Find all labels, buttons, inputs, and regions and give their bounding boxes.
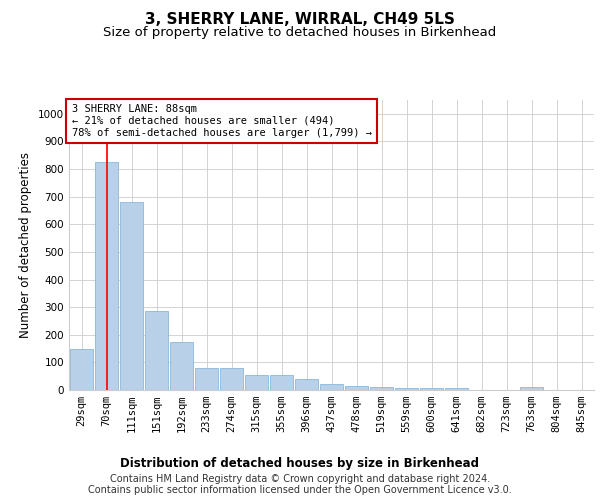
Y-axis label: Number of detached properties: Number of detached properties — [19, 152, 32, 338]
Bar — [95, 162, 118, 390]
Bar — [170, 342, 193, 390]
Bar — [70, 348, 93, 390]
Bar — [395, 388, 418, 390]
Bar — [345, 386, 368, 390]
Text: 3, SHERRY LANE, WIRRAL, CH49 5LS: 3, SHERRY LANE, WIRRAL, CH49 5LS — [145, 12, 455, 28]
Text: Size of property relative to detached houses in Birkenhead: Size of property relative to detached ho… — [103, 26, 497, 39]
Bar — [195, 368, 218, 390]
Bar — [245, 375, 268, 390]
Bar — [420, 388, 443, 390]
Bar — [320, 384, 343, 390]
Bar — [270, 375, 293, 390]
Bar — [520, 387, 543, 390]
Bar — [220, 368, 243, 390]
Bar — [295, 379, 318, 390]
Text: Distribution of detached houses by size in Birkenhead: Distribution of detached houses by size … — [121, 458, 479, 470]
Text: Contains HM Land Registry data © Crown copyright and database right 2024.: Contains HM Land Registry data © Crown c… — [110, 474, 490, 484]
Bar — [445, 388, 468, 390]
Text: Contains public sector information licensed under the Open Government Licence v3: Contains public sector information licen… — [88, 485, 512, 495]
Bar — [145, 312, 168, 390]
Text: 3 SHERRY LANE: 88sqm
← 21% of detached houses are smaller (494)
78% of semi-deta: 3 SHERRY LANE: 88sqm ← 21% of detached h… — [71, 104, 371, 138]
Bar — [370, 387, 393, 390]
Bar — [120, 202, 143, 390]
